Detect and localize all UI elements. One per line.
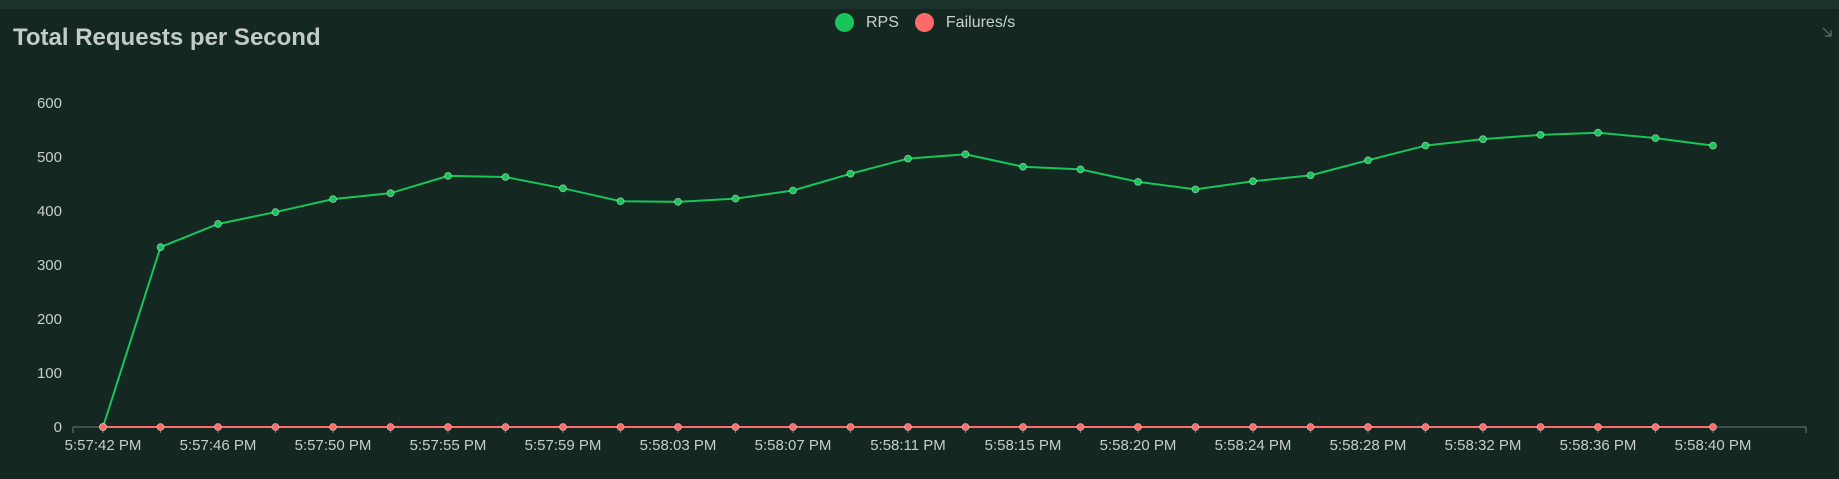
rps-data-point[interactable] bbox=[1479, 135, 1487, 144]
failures-data-point[interactable] bbox=[846, 423, 855, 431]
x-tick-label: 5:58:11 PM bbox=[870, 437, 946, 454]
failures-data-point[interactable] bbox=[214, 423, 222, 431]
y-tick-label: 300 bbox=[37, 257, 62, 274]
legend-marker-failures bbox=[914, 13, 934, 32]
rps-data-point[interactable] bbox=[616, 197, 625, 206]
legend-label-rps: RPS bbox=[866, 13, 899, 31]
failures-data-point[interactable] bbox=[904, 423, 912, 431]
y-tick-label: 400 bbox=[37, 203, 62, 220]
x-tick-label: 5:58:36 PM bbox=[1560, 437, 1637, 454]
legend-label-failures: Failures/s bbox=[945, 13, 1016, 31]
failures-data-point[interactable] bbox=[444, 423, 452, 431]
failures-data-point[interactable] bbox=[1191, 423, 1200, 431]
failures-data-point[interactable] bbox=[961, 423, 970, 431]
rps-data-point[interactable] bbox=[1134, 177, 1142, 186]
rps-data-point[interactable] bbox=[1651, 134, 1660, 143]
failures-data-point[interactable] bbox=[674, 423, 682, 431]
failures-data-point[interactable] bbox=[329, 423, 337, 431]
rps-data-point[interactable] bbox=[386, 189, 395, 198]
x-tick-label: 5:58:40 PM bbox=[1675, 437, 1752, 454]
rps-data-point[interactable] bbox=[329, 195, 337, 204]
rps-data-point[interactable] bbox=[961, 150, 970, 159]
x-tick-label: 5:57:55 PM bbox=[410, 437, 487, 454]
rps-data-point[interactable] bbox=[1421, 141, 1430, 150]
x-tick-label: 5:57:50 PM bbox=[295, 437, 372, 454]
rps-data-point[interactable] bbox=[271, 208, 280, 216]
rps-data-point[interactable] bbox=[501, 173, 510, 181]
rps-data-point[interactable] bbox=[846, 169, 855, 178]
rps-data-point[interactable] bbox=[1019, 162, 1027, 171]
rps-data-point[interactable] bbox=[1306, 171, 1315, 180]
y-tick-label: 100 bbox=[37, 365, 62, 382]
legend-marker-rps bbox=[835, 13, 854, 32]
rps-data-point[interactable] bbox=[1191, 185, 1200, 194]
x-tick-label: 5:58:28 PM bbox=[1330, 437, 1407, 454]
failures-data-point[interactable] bbox=[1306, 423, 1315, 431]
failures-data-point[interactable] bbox=[1364, 423, 1372, 431]
failures-data-point[interactable] bbox=[271, 423, 280, 431]
failures-data-point[interactable] bbox=[156, 423, 165, 431]
rps-data-point[interactable] bbox=[156, 243, 165, 252]
x-tick-label: 5:58:32 PM bbox=[1445, 437, 1522, 454]
x-tick-label: 5:57:42 PM bbox=[65, 437, 142, 454]
rps-data-point[interactable] bbox=[214, 220, 222, 228]
chart-title: Total Requests per Second bbox=[13, 24, 321, 51]
rps-data-point[interactable] bbox=[789, 186, 797, 195]
failures-data-point[interactable] bbox=[386, 423, 395, 431]
failures-data-point[interactable] bbox=[616, 423, 625, 431]
failures-data-point[interactable] bbox=[1536, 423, 1545, 431]
failures-data-point[interactable] bbox=[1594, 423, 1602, 431]
rps-data-point[interactable] bbox=[1364, 156, 1372, 165]
y-tick-label: 500 bbox=[37, 149, 62, 166]
failures-data-point[interactable] bbox=[1651, 423, 1660, 431]
legend-item-rps[interactable]: RPS bbox=[835, 13, 899, 32]
failures-data-point[interactable] bbox=[1709, 423, 1717, 431]
x-tick-label: 5:57:59 PM bbox=[525, 437, 602, 454]
rps-data-point[interactable] bbox=[1594, 128, 1602, 137]
x-tick-label: 5:58:20 PM bbox=[1100, 437, 1177, 454]
rps-data-point[interactable] bbox=[444, 171, 452, 180]
failures-data-point[interactable] bbox=[731, 423, 740, 431]
rps-data-point[interactable] bbox=[1536, 130, 1545, 139]
x-tick-label: 5:58:24 PM bbox=[1215, 437, 1292, 454]
x-tick-label: 5:57:46 PM bbox=[180, 437, 257, 454]
rps-data-point[interactable] bbox=[1249, 177, 1257, 186]
legend: RPS Failures/s bbox=[835, 13, 1031, 32]
top-strip bbox=[0, 0, 1839, 9]
failures-data-point[interactable] bbox=[1134, 423, 1142, 431]
failures-data-point[interactable] bbox=[99, 423, 107, 431]
rps-data-point[interactable] bbox=[1709, 141, 1717, 150]
rps-data-point[interactable] bbox=[559, 184, 567, 193]
failures-data-point[interactable] bbox=[501, 423, 510, 431]
x-tick-label: 5:58:15 PM bbox=[985, 437, 1062, 454]
failures-data-point[interactable] bbox=[1421, 423, 1430, 431]
legend-item-failures[interactable]: Failures/s bbox=[914, 13, 1016, 32]
rps-data-point[interactable] bbox=[674, 197, 682, 206]
y-tick-label: 0 bbox=[54, 419, 62, 436]
rps-data-point[interactable] bbox=[1076, 165, 1085, 174]
failures-data-point[interactable] bbox=[559, 423, 567, 431]
failures-data-point[interactable] bbox=[1479, 423, 1487, 431]
failures-data-point[interactable] bbox=[789, 423, 797, 431]
y-tick-label: 600 bbox=[37, 95, 62, 112]
failures-data-point[interactable] bbox=[1019, 423, 1027, 431]
x-tick-label: 5:58:03 PM bbox=[640, 437, 717, 454]
rps-data-point[interactable] bbox=[904, 154, 912, 163]
x-tick-label: 5:58:07 PM bbox=[755, 437, 832, 454]
y-tick-label: 200 bbox=[37, 311, 62, 328]
rps-series-line bbox=[102, 131, 1714, 428]
resize-icon[interactable] bbox=[1821, 26, 1833, 38]
rps-data-point[interactable] bbox=[731, 194, 740, 203]
failures-data-point[interactable] bbox=[1249, 423, 1257, 431]
failures-data-point[interactable] bbox=[1076, 423, 1085, 431]
